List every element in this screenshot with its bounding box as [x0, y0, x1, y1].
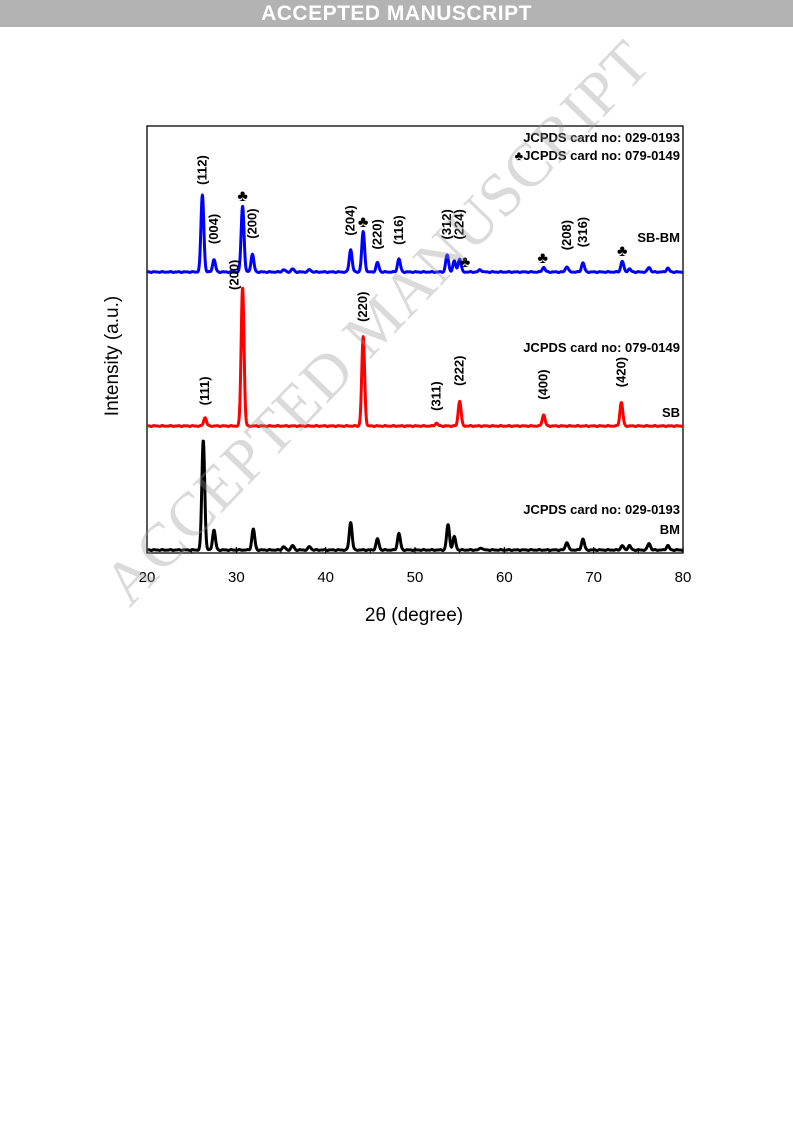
x-tick-label: 20 — [139, 569, 156, 586]
peak-label-sb-bm: (116) — [391, 215, 406, 245]
club-marker: ♣ — [237, 188, 248, 205]
card-label-bm: JCPDS card no: 029-0193 — [523, 502, 680, 517]
card-label-sb-bm-1: JCPDS card no: 029-0193 — [523, 130, 680, 145]
card-label-sb-bm-2: ♣JCPDS card no: 079-0149 — [515, 148, 680, 163]
y-axis-label: Intensity (a.u.) — [102, 296, 123, 416]
series-line-sb — [145, 286, 685, 428]
x-tick-label: 40 — [317, 569, 334, 586]
card-label-sb: JCPDS card no: 079-0149 — [523, 340, 680, 355]
x-axis: 20 30 40 50 60 70 80 — [139, 547, 692, 586]
peak-label-sb-bm: (112) — [194, 155, 209, 185]
peak-label-sb-bm: (200) — [244, 208, 259, 238]
x-tick-label: 50 — [407, 569, 424, 586]
peak-label-sb-bm: (316) — [575, 217, 590, 247]
peak-label-sb: (111) — [197, 376, 212, 405]
x-axis-label: 2θ (degree) — [365, 605, 463, 626]
club-marker: ♣ — [617, 243, 628, 260]
x-tick-label: 60 — [496, 569, 513, 586]
peak-label-sb: (220) — [355, 292, 370, 322]
peak-label-sb-bm: (004) — [206, 214, 221, 244]
x-tick-label: 80 — [675, 569, 692, 586]
peak-label-sb: (222) — [452, 356, 467, 386]
peak-label-sb-bm: (220) — [369, 219, 384, 249]
x-tick-label: 30 — [228, 569, 245, 586]
series-line-sb-bm — [145, 193, 685, 274]
peak-label-sb-bm: (204) — [343, 205, 358, 235]
peak-label-sb-bm: (208) — [559, 220, 574, 250]
peak-label-sb-bm: (224) — [452, 209, 467, 239]
peak-label-sb: (400) — [536, 369, 551, 399]
manuscript-banner: ACCEPTED MANUSCRIPT — [0, 0, 793, 27]
club-marker: ♣ — [460, 254, 471, 271]
peak-label-sb-bm: (312) — [439, 209, 454, 239]
peak-labels: (111) (200) (220) (311) (222) (400) (420) (112)… — [194, 155, 628, 411]
series-label-sb: SB — [662, 405, 680, 420]
club-marker: ♣ — [358, 214, 369, 231]
peak-label-sb: (420) — [613, 357, 628, 387]
peak-label-sb: (200) — [227, 260, 242, 290]
series-label-bm: BM — [660, 522, 680, 537]
peak-label-sb: (311) — [428, 381, 443, 411]
club-marker: ♣ — [537, 250, 548, 267]
series-label-sb-bm: SB-BM — [637, 230, 680, 245]
x-tick-label: 70 — [585, 569, 602, 586]
